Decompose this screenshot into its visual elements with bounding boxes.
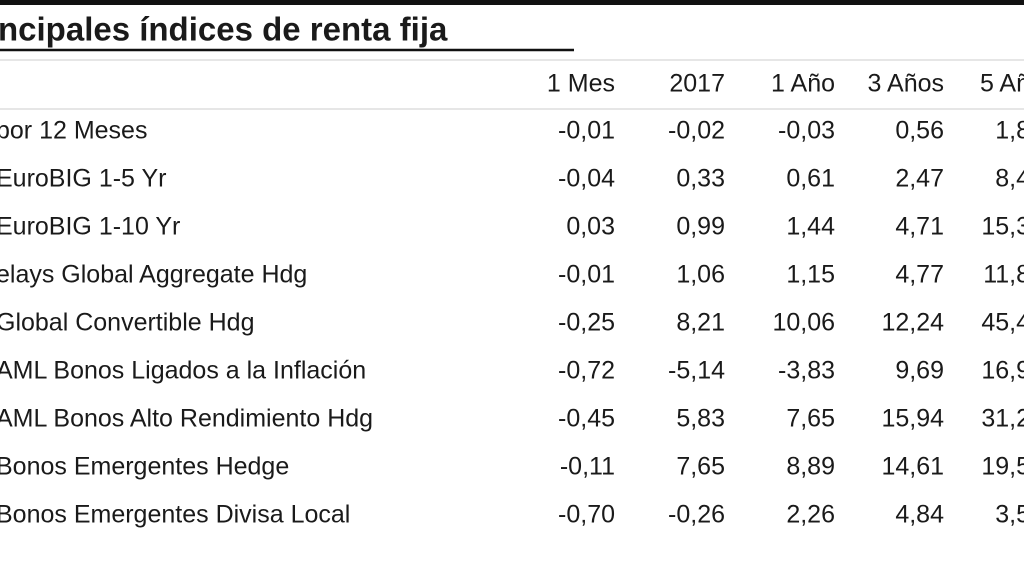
cell: -0,02 <box>668 117 725 145</box>
cell: -0,11 <box>560 453 615 481</box>
cell: -0,04 <box>558 165 615 193</box>
cell: 1,8 <box>995 117 1024 145</box>
row-label: elays Global Aggregate Hdg <box>0 261 307 289</box>
column-header: 3 Años <box>868 70 944 98</box>
cell: 19,5 <box>981 453 1024 481</box>
row-label: Global Convertible Hdg <box>0 309 254 337</box>
cell: -0,03 <box>778 117 835 145</box>
cell: 1,06 <box>676 261 725 289</box>
cell: 0,61 <box>786 165 835 193</box>
cell: 7,65 <box>676 453 725 481</box>
cell: 11,8 <box>983 261 1024 289</box>
cell: 0,03 <box>566 213 615 241</box>
row-label: AML Bonos Ligados a la Inflación <box>0 357 366 385</box>
cell: 14,61 <box>881 453 944 481</box>
row-label: EuroBIG 1-10 Yr <box>0 213 180 241</box>
cell: 7,65 <box>786 405 835 433</box>
cell: 0,99 <box>676 213 725 241</box>
row-label: AML Bonos Alto Rendimiento Hdg <box>0 405 373 433</box>
cell: 45,4 <box>981 309 1024 337</box>
cell: -0,70 <box>558 501 615 529</box>
cell: -0,45 <box>558 405 615 433</box>
top-bar <box>0 0 1024 5</box>
cell: 0,56 <box>895 117 944 145</box>
row-label: bor 12 Meses <box>0 117 147 145</box>
cell: 15,3 <box>981 213 1024 241</box>
cell: -0,01 <box>558 261 615 289</box>
cell: 2,26 <box>786 501 835 529</box>
cell: -0,25 <box>558 309 615 337</box>
cell: 2,47 <box>895 165 944 193</box>
cell: 4,84 <box>895 501 944 529</box>
cell: -5,14 <box>668 357 725 385</box>
column-header: 1 Año <box>771 70 835 98</box>
cell: 1,15 <box>786 261 835 289</box>
row-label: Bonos Emergentes Divisa Local <box>0 501 350 529</box>
cell: 4,77 <box>895 261 944 289</box>
cell: 0,33 <box>676 165 725 193</box>
column-header: 5 Añ <box>980 70 1024 98</box>
cell: 8,89 <box>786 453 835 481</box>
cell: 9,69 <box>895 357 944 385</box>
cell: 4,71 <box>895 213 944 241</box>
cell: 3,5 <box>995 501 1024 529</box>
row-label: EuroBIG 1-5 Yr <box>0 165 166 193</box>
cell: 1,44 <box>786 213 835 241</box>
cell: 10,06 <box>772 309 835 337</box>
cell: 12,24 <box>881 309 944 337</box>
cell: 15,94 <box>881 405 944 433</box>
cell: 8,4 <box>995 165 1024 193</box>
title: ncipales índices de renta fija <box>0 11 448 48</box>
row-label: Bonos Emergentes Hedge <box>0 453 289 481</box>
cell: -0,01 <box>558 117 615 145</box>
column-header: 2017 <box>669 70 725 98</box>
cell: 31,2 <box>981 405 1024 433</box>
cell: 8,21 <box>676 309 725 337</box>
cell: -0,72 <box>558 357 615 385</box>
cell: -0,26 <box>668 501 725 529</box>
cell: -3,83 <box>778 357 835 385</box>
cell: 16,9 <box>981 357 1024 385</box>
cell: 5,83 <box>676 405 725 433</box>
column-header: 1 Mes <box>547 70 615 98</box>
